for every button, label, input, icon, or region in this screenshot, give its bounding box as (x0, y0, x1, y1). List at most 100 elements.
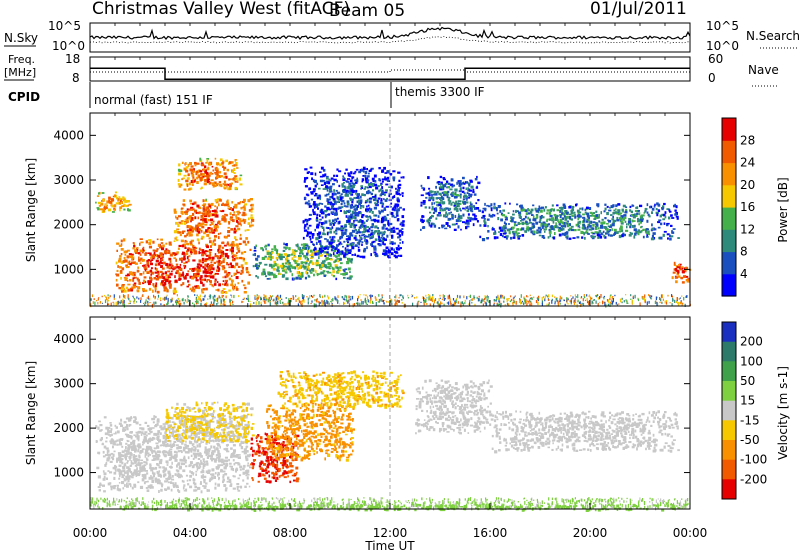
power-echo-cell (390, 230, 394, 233)
power-echo-cell (511, 218, 514, 222)
power-echo-cell (183, 211, 187, 213)
power-echo-cell (312, 179, 315, 183)
power-echo-cell (239, 218, 242, 221)
power-echo-cell (269, 295, 271, 298)
power-echo-cell (675, 276, 679, 279)
power-echo-cell (359, 195, 362, 199)
velocity-echo-cell (216, 439, 220, 442)
power-echo-cell (248, 209, 253, 212)
power-echo-cell (363, 237, 366, 239)
power-echo-cell (511, 226, 515, 229)
power-echo-cell (324, 214, 328, 217)
power-echo-cell (505, 235, 509, 238)
power-echo-cell (459, 193, 462, 196)
power-echo-cell (275, 300, 277, 304)
power-echo-cell (185, 261, 188, 264)
velocity-echo-cell (188, 465, 191, 468)
power-echo-cell (317, 252, 320, 256)
power-echo-cell (107, 303, 110, 305)
power-echo-cell (115, 261, 118, 265)
power-echo-cell (364, 170, 368, 175)
power-echo-cell (173, 291, 176, 295)
power-echo-cell (206, 159, 209, 163)
power-echo-cell (188, 208, 192, 211)
power-echo-cell (178, 163, 181, 167)
power-echo-cell (202, 199, 205, 203)
power-echo-cell (209, 172, 212, 175)
power-echo-cell (198, 241, 200, 245)
power-echo-cell (341, 206, 344, 209)
power-echo-cell (239, 237, 242, 240)
power-echo-cell (608, 220, 612, 223)
power-echo-cell (221, 250, 224, 254)
power-echo-cell (568, 216, 572, 220)
power-echo-cell (216, 255, 219, 259)
power-echo-cell (577, 299, 579, 303)
power-echo-cell (201, 235, 205, 239)
power-echo-cell (147, 303, 149, 307)
power-echo-cell (521, 218, 525, 221)
power-echo-cell (457, 217, 459, 220)
power-echo-cell (258, 295, 260, 298)
colorbar-tick-label: 12 (740, 222, 755, 236)
power-echo-cell (303, 243, 307, 247)
power-echo-cell (229, 183, 232, 186)
power-echo-cell (227, 272, 231, 275)
power-echo-cell (383, 207, 386, 211)
power-echo-cell (205, 254, 209, 257)
velocity-echo-cell (139, 423, 142, 426)
velocity-echo-cell (151, 436, 155, 440)
power-echo-cell (223, 176, 226, 179)
power-echo-cell (356, 205, 359, 208)
power-echo-cell (219, 250, 222, 254)
power-echo-cell (336, 244, 339, 247)
power-echo-cell (235, 161, 238, 165)
power-echo-cell (329, 232, 332, 234)
power-echo-cell (377, 301, 379, 303)
power-echo-cell (446, 180, 449, 183)
power-echo-cell (152, 249, 156, 252)
power-echo-cell (192, 259, 196, 262)
power-echo-cell (125, 277, 128, 280)
power-echo-cell (103, 206, 107, 210)
power-echo-cell (143, 249, 145, 252)
power-echo-cell (216, 183, 219, 185)
power-echo-cell (640, 230, 643, 233)
power-echo-cell (322, 270, 326, 273)
power-echo-cell (499, 295, 502, 297)
power-echo-cell (183, 264, 185, 267)
power-echo-cell (214, 253, 217, 255)
power-echo-cell (183, 188, 187, 191)
freq-tick-bottom: 8 (72, 71, 80, 85)
power-echo-cell (425, 299, 427, 303)
power-echo-cell (349, 275, 353, 278)
power-echo-cell (541, 224, 545, 228)
velocity-echo-cell (157, 435, 160, 438)
power-echo-cell (546, 212, 549, 215)
colorbar-tick-label: 28 (740, 133, 755, 147)
power-echo-cell (495, 299, 497, 302)
power-echo-cell (444, 227, 448, 230)
power-echo-cell (426, 219, 429, 223)
power-echo-cell (451, 216, 454, 219)
power-echo-cell (319, 264, 322, 267)
power-echo-cell (215, 226, 217, 230)
power-echo-cell (651, 295, 653, 298)
power-echo-cell (610, 299, 613, 303)
power-echo-cell (602, 230, 605, 233)
power-echo-cell (655, 208, 658, 211)
velocity-echo-cell (112, 466, 116, 470)
power-echo-cell (181, 161, 184, 164)
power-echo-cell (190, 239, 194, 242)
power-echo-cell (563, 205, 566, 209)
power-echo-cell (243, 219, 247, 223)
power-echo-cell (530, 230, 534, 234)
power-echo-cell (570, 295, 572, 297)
power-echo-cell (391, 237, 394, 239)
power-echo-cell (368, 207, 371, 210)
power-echo-cell (536, 208, 539, 210)
power-echo-cell (547, 236, 550, 239)
power-echo-cell (118, 197, 122, 200)
power-echo-cell (493, 303, 495, 307)
power-echo-cell (455, 196, 458, 199)
